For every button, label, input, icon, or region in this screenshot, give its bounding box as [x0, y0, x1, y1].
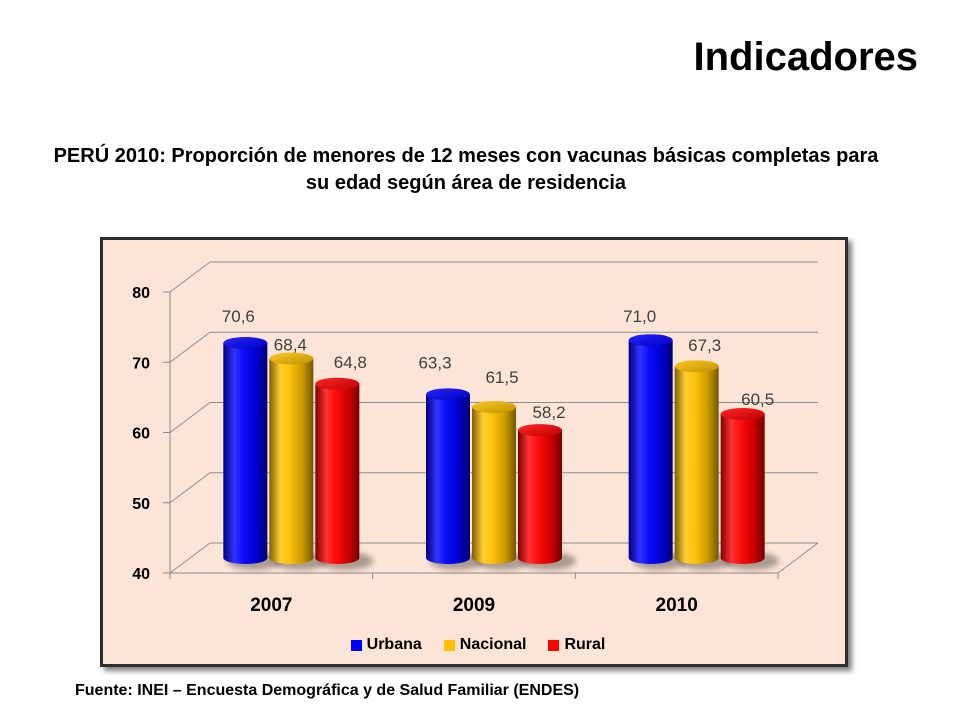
legend-swatch-rural [548, 639, 560, 651]
bar-body [720, 413, 765, 564]
bar-top [223, 337, 268, 350]
source-note: Fuente: INEI – Encuesta Demográfica y de… [75, 682, 580, 699]
bar-top [720, 407, 765, 420]
bar-urbana-2009 [426, 388, 470, 564]
slide-title: Indicadores [693, 35, 918, 79]
bar-rural-2009 [518, 424, 562, 564]
bar-top [472, 400, 516, 413]
y-tick-label: 70 [132, 355, 150, 372]
y-tick-label: 50 [132, 496, 150, 513]
x-tick-label: 2007 [250, 595, 292, 616]
legend-item-nacional: Nacional [443, 636, 527, 654]
bar-body [269, 358, 314, 564]
data-label-urbana-2009: 63,3 [418, 353, 451, 372]
legend-label-rural: Rural [564, 636, 606, 653]
bar-body [223, 343, 268, 564]
legend-label-urbana: Urbana [366, 636, 422, 653]
side-wall-gridline [169, 331, 211, 363]
legend: Urbana Nacional Rural [108, 636, 848, 654]
side-wall-gridline [169, 472, 211, 504]
y-tick-label: 40 [132, 566, 150, 583]
bar-top [426, 388, 470, 401]
bar-body [472, 406, 516, 564]
bar-top [518, 424, 562, 437]
bar-body [315, 383, 360, 564]
side-wall-gridline [169, 542, 211, 574]
chart-title-line-2: su edad según área de residencia [305, 172, 627, 194]
data-label-nacional-2007: 68,4 [274, 335, 307, 354]
bar-nacional-2009 [472, 400, 516, 564]
bar-top [315, 377, 360, 390]
bar-top [628, 334, 673, 347]
chart-plot: 40 50 60 70 80 2007 2009 2010 70,6 63,3 71,0 68,4 61… [132, 261, 819, 616]
bar-rural-2007 [315, 377, 360, 564]
bar-urbana-2010 [628, 334, 673, 564]
legend-item-urbana: Urbana [350, 636, 422, 654]
data-label-nacional-2009: 61,5 [485, 368, 518, 387]
x-tick-label: 2009 [453, 595, 495, 616]
y-tick-label: 60 [132, 426, 150, 443]
bar-top [674, 360, 719, 373]
data-label-urbana-2010: 71,0 [623, 307, 656, 326]
floor-edge-line [777, 542, 819, 574]
legend-swatch-urbana [350, 639, 362, 651]
bar-top [269, 352, 314, 365]
data-label-rural-2009: 58,2 [532, 403, 565, 422]
chart-title-line-1: PERÚ 2010: Proporción de menores de 12 m… [53, 145, 879, 167]
bar-urbana-2007 [223, 337, 268, 564]
legend-swatch-nacional [443, 639, 455, 651]
chart-frame: 40 50 60 70 80 2007 2009 2010 70,6 63,3 71,0 68,4 61… [100, 237, 848, 667]
x-tick-label: 2010 [656, 595, 698, 616]
bar-body [628, 340, 673, 564]
data-label-nacional-2010: 67,3 [688, 336, 721, 355]
data-label-rural-2007: 64,8 [334, 353, 367, 372]
bar-nacional-2007 [269, 352, 314, 564]
bar-nacional-2010 [674, 360, 719, 564]
y-tick-label: 80 [132, 285, 150, 302]
chart-title: PERÚ 2010: Proporción de menores de 12 m… [40, 143, 892, 197]
legend-label-nacional: Nacional [459, 636, 527, 653]
data-label-urbana-2007: 70,6 [222, 307, 255, 326]
side-wall-gridline [169, 261, 211, 293]
bar-body [426, 394, 470, 564]
data-label-rural-2010: 60,5 [741, 390, 774, 409]
bar-body [518, 430, 562, 564]
bar-rural-2010 [720, 407, 765, 564]
legend-item-rural: Rural [548, 636, 605, 654]
bar-body [674, 366, 719, 564]
side-wall-gridline [169, 402, 211, 433]
